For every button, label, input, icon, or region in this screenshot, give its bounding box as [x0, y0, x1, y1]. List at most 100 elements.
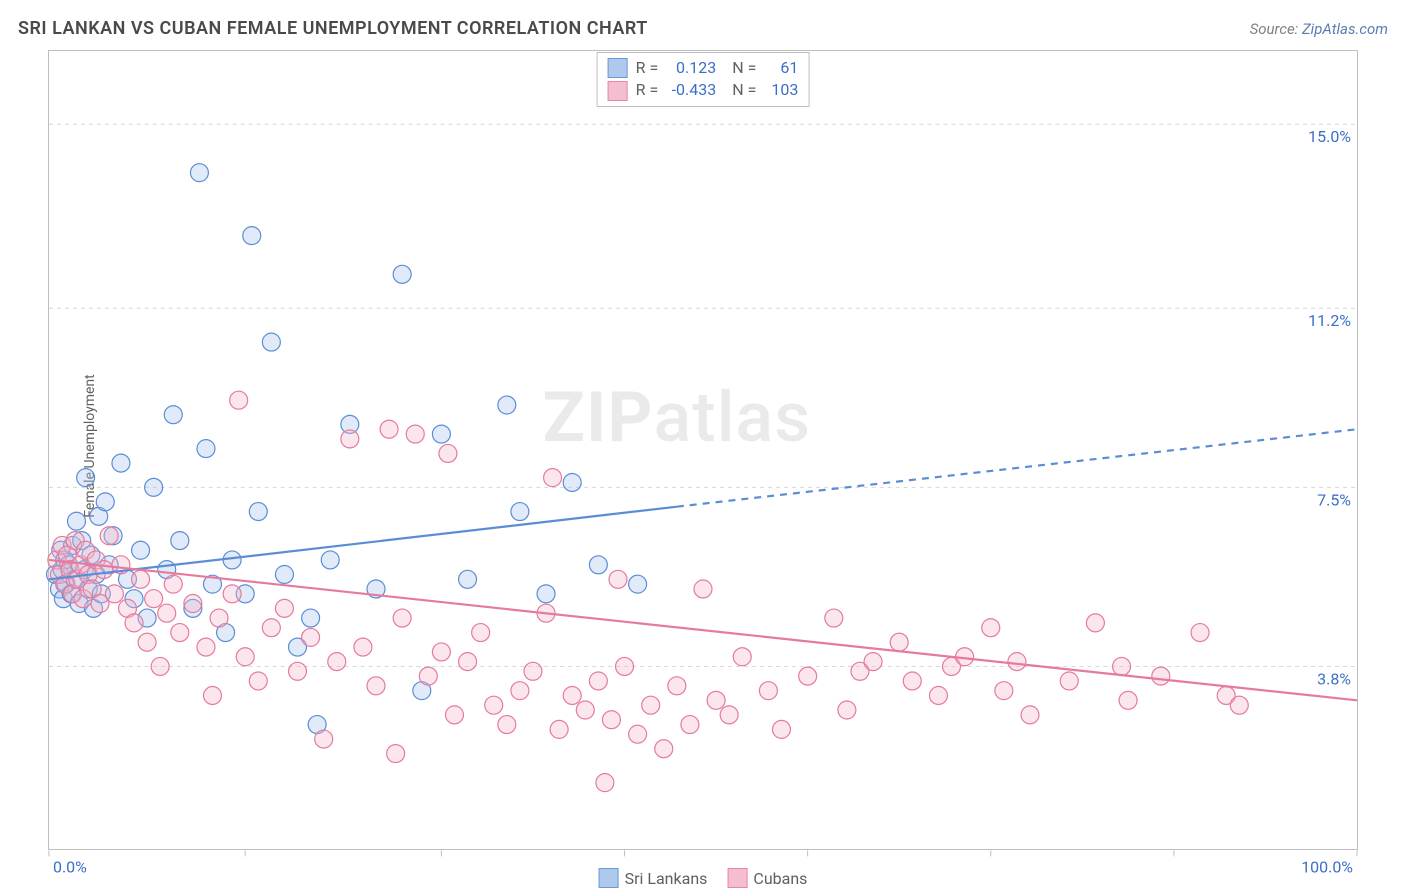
data-point — [197, 440, 215, 458]
data-point — [249, 503, 267, 521]
data-point — [544, 469, 562, 487]
bottom-legend: Sri Lankans Cubans — [599, 868, 808, 888]
data-point — [563, 474, 581, 492]
data-point — [164, 406, 182, 424]
data-point — [1230, 696, 1248, 714]
data-point — [720, 706, 738, 724]
data-point — [406, 425, 424, 443]
data-point — [243, 227, 261, 245]
data-point — [164, 575, 182, 593]
data-point — [694, 580, 712, 598]
data-point — [419, 667, 437, 685]
data-point — [668, 677, 686, 695]
data-point — [472, 624, 490, 642]
chart-title: SRI LANKAN VS CUBAN FEMALE UNEMPLOYMENT … — [18, 18, 648, 39]
data-point — [393, 609, 411, 627]
legend-swatch — [599, 868, 619, 888]
data-point — [275, 565, 293, 583]
data-point — [629, 575, 647, 593]
r-label: R = — [636, 79, 659, 101]
data-point — [511, 503, 529, 521]
data-point — [642, 696, 660, 714]
data-point — [77, 469, 95, 487]
stats-legend: R =0.123N =61R =-0.433N =103 — [597, 52, 810, 107]
data-point — [328, 653, 346, 671]
data-point — [1021, 706, 1039, 724]
data-point — [982, 619, 1000, 637]
data-point — [759, 682, 777, 700]
series-swatch — [608, 58, 628, 78]
data-point — [838, 701, 856, 719]
stats-row: R =-0.433N =103 — [608, 79, 799, 101]
data-point — [1119, 691, 1137, 709]
data-point — [439, 444, 457, 462]
data-point — [864, 653, 882, 671]
data-point — [432, 643, 450, 661]
data-point — [341, 430, 359, 448]
data-point — [995, 682, 1013, 700]
source-link[interactable]: ZipAtlas.com — [1302, 20, 1388, 38]
data-point — [733, 648, 751, 666]
svg-text:7.5%: 7.5% — [1317, 490, 1351, 509]
data-point — [262, 333, 280, 351]
data-point — [707, 691, 725, 709]
data-point — [1060, 672, 1078, 690]
data-point — [629, 725, 647, 743]
data-point — [616, 657, 634, 675]
data-point — [498, 396, 516, 414]
data-point — [236, 648, 254, 666]
data-point — [903, 672, 921, 690]
legend-label: Sri Lankans — [625, 869, 708, 888]
data-point — [223, 585, 241, 603]
data-point — [67, 512, 85, 530]
n-label: N = — [732, 79, 756, 101]
data-point — [145, 590, 163, 608]
r-label: R = — [636, 57, 659, 79]
data-point — [602, 711, 620, 729]
data-point — [100, 527, 118, 545]
data-point — [190, 164, 208, 182]
data-point — [1191, 624, 1209, 642]
svg-text:11.2%: 11.2% — [1308, 311, 1351, 330]
chart-container: SRI LANKAN VS CUBAN FEMALE UNEMPLOYMENT … — [0, 0, 1406, 892]
data-point — [485, 696, 503, 714]
data-point — [589, 556, 607, 574]
legend-swatch — [727, 868, 747, 888]
source-label: Source: — [1250, 20, 1302, 38]
data-point — [393, 265, 411, 283]
data-point — [302, 609, 320, 627]
stats-row: R =0.123N =61 — [608, 57, 799, 79]
data-point — [1113, 657, 1131, 675]
legend-item: Cubans — [727, 868, 807, 888]
data-point — [537, 585, 555, 603]
data-point — [432, 425, 450, 443]
data-point — [596, 774, 614, 792]
data-point — [171, 624, 189, 642]
data-point — [498, 716, 516, 734]
legend-label: Cubans — [753, 869, 807, 888]
legend-item: Sri Lankans — [599, 868, 708, 888]
data-point — [354, 638, 372, 656]
n-value: 103 — [764, 79, 798, 101]
data-point — [138, 633, 156, 651]
data-point — [929, 687, 947, 705]
data-point — [171, 532, 189, 550]
data-point — [459, 653, 477, 671]
data-point — [321, 551, 339, 569]
data-point — [132, 570, 150, 588]
data-point — [184, 595, 202, 613]
data-point — [125, 614, 143, 632]
data-point — [275, 599, 293, 617]
data-point — [1086, 614, 1104, 632]
data-point — [1008, 653, 1026, 671]
data-point — [524, 662, 542, 680]
data-point — [132, 541, 150, 559]
data-point — [655, 740, 673, 758]
data-point — [1152, 667, 1170, 685]
header-row: SRI LANKAN VS CUBAN FEMALE UNEMPLOYMENT … — [18, 18, 1388, 39]
data-point — [367, 677, 385, 695]
n-value: 61 — [764, 57, 798, 79]
data-point — [197, 638, 215, 656]
svg-text:3.8%: 3.8% — [1317, 669, 1351, 688]
plot-svg: 3.8%7.5%11.2%15.0%0.0%100.0% — [49, 51, 1357, 879]
